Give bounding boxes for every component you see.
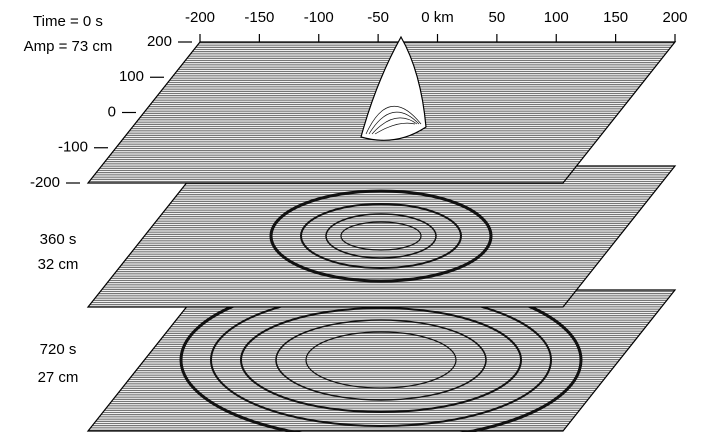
panel-time: Time = 0 s [33,13,103,30]
figure: Time = 0 s Amp = 73 cm 360 s 32 cm 720 s… [0,0,705,432]
y-tick-label: -200 [30,174,60,191]
y-tick-label: 100 [119,68,144,85]
x-tick-label: -200 [185,9,215,26]
panel-time: 360 s [40,231,77,248]
surface [88,290,675,431]
panels [88,37,675,432]
x-tick-label: -50 [367,9,389,26]
y-tick-label: 0 [108,103,116,120]
panel-amplitude: 32 cm [38,256,79,273]
x-tick-label: 150 [603,9,628,26]
x-tick-label: 100 [544,9,569,26]
x-tick-label: -100 [304,9,334,26]
x-tick-label: 200 [662,9,687,26]
panel-amplitude: 27 cm [38,369,79,386]
surface-panel [88,37,675,183]
panel-time: 720 s [40,341,77,358]
y-tick-label: -100 [58,139,88,156]
surface [88,166,675,307]
surface-panel [88,166,675,307]
y-tick-label: 200 [147,33,172,50]
x-tick-label: 0 km [421,9,454,26]
x-tick-label: 50 [489,9,506,26]
x-tick-label: -150 [244,9,274,26]
panel-amplitude: Amp = 73 cm [24,38,113,55]
